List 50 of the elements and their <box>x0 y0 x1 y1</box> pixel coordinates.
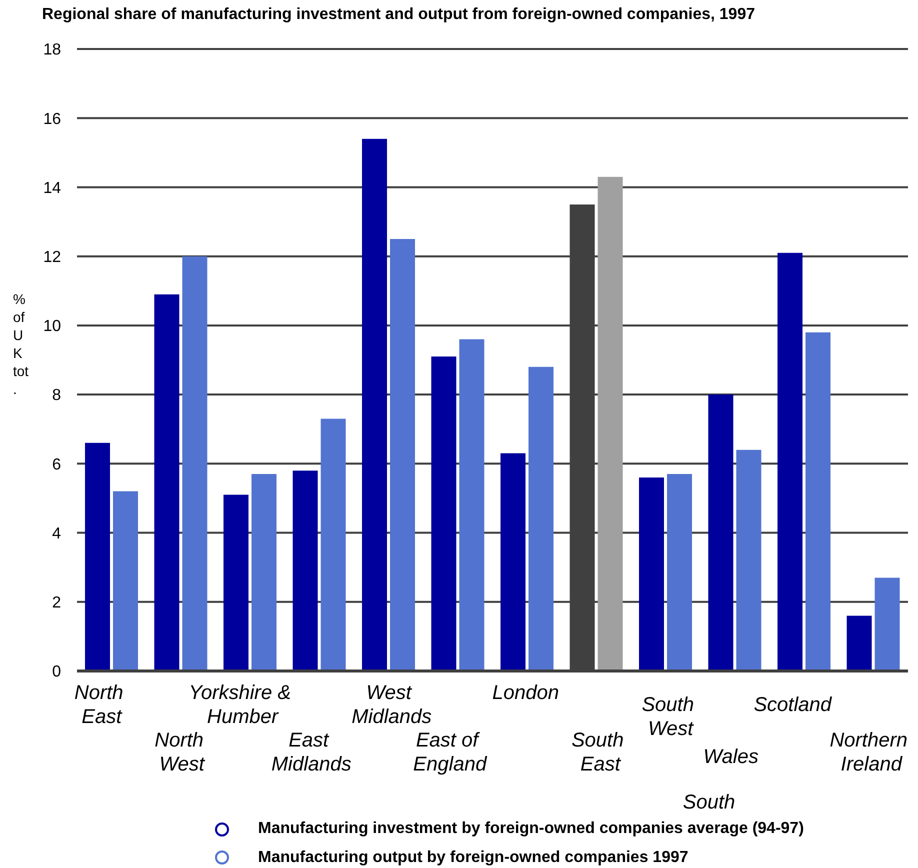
bar <box>667 474 692 671</box>
y-axis-title: % of UK tot. <box>13 291 29 397</box>
bar <box>598 176 623 671</box>
bar <box>639 477 664 671</box>
x-tick-label: Northern Ireland <box>830 730 914 776</box>
legend-label: Manufacturing investment by foreign-owned companies average (94-97) <box>258 820 804 838</box>
bar <box>806 332 830 671</box>
y-tick-label: 16 <box>43 110 62 128</box>
legend-label: Manufacturing output by foreign-owned companies 1997 <box>258 848 688 867</box>
bar <box>778 252 802 671</box>
x-tick-label: West Midlands <box>352 682 432 728</box>
x-tick-label: South East <box>571 730 630 776</box>
x-tick-label: London <box>492 682 559 704</box>
bar <box>224 494 248 671</box>
bar <box>154 294 180 671</box>
x-tick-label: Scotland <box>754 694 832 716</box>
y-tick-label: 12 <box>43 249 62 266</box>
bar <box>846 616 872 671</box>
y-tick-label: 0 <box>52 664 62 681</box>
bar <box>459 339 484 671</box>
y-tick-label: 14 <box>43 180 62 197</box>
bar <box>113 491 138 671</box>
x-tick-label: East Midlands <box>271 730 352 776</box>
bar <box>362 138 387 671</box>
bar <box>182 256 208 671</box>
y-tick-label: 2 <box>52 594 62 612</box>
x-tick-label: South West <box>642 694 700 740</box>
bar <box>320 418 346 671</box>
y-tick-label: 8 <box>52 387 62 404</box>
y-tick-label: 4 <box>52 525 62 542</box>
x-tick-label: North West <box>154 730 210 776</box>
x-tick-label: Wales <box>703 746 758 768</box>
bar <box>736 450 762 671</box>
y-tick-label: 6 <box>52 456 62 474</box>
chart-title: Regional share of manufacturing investment and output from foreign-owned companies, 1997 <box>42 6 755 23</box>
x-tick-label: North East <box>74 682 129 728</box>
bar <box>292 470 318 671</box>
bar <box>500 453 526 671</box>
bar <box>252 474 276 671</box>
bar <box>85 442 110 671</box>
x-tick-label: East of England <box>413 730 488 776</box>
bar <box>708 394 734 671</box>
bar <box>874 578 900 671</box>
bar <box>390 239 415 671</box>
bar <box>528 366 554 671</box>
text: South <box>682 792 736 814</box>
bar <box>431 356 456 671</box>
y-tick-label: 10 <box>43 318 62 336</box>
x-tick-label: Yorkshire & Humber <box>188 682 297 728</box>
y-tick-label: 18 <box>43 42 62 59</box>
